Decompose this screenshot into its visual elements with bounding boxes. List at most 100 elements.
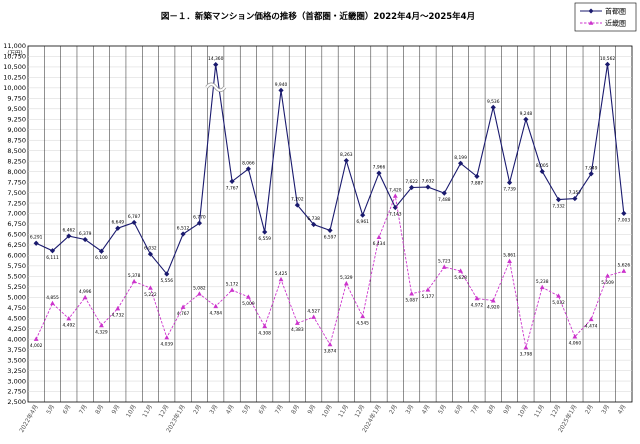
- data-point-series-2: [376, 234, 382, 240]
- y-tick-label: 2,750: [7, 388, 26, 396]
- data-point-series-1: [343, 158, 349, 164]
- data-label: 3,798: [520, 352, 533, 358]
- x-tick-label: 12月: [158, 404, 171, 419]
- x-tick-label: 8月: [94, 404, 105, 416]
- data-label: 6,559: [258, 236, 271, 242]
- x-tick-label: 4月: [617, 404, 628, 416]
- y-tick-label: 8,500: [7, 147, 26, 155]
- data-label: 5,723: [438, 259, 451, 265]
- data-label: 5,087: [405, 298, 418, 304]
- grid-lines: [27, 45, 633, 403]
- data-label: 5,861: [503, 253, 516, 259]
- plot-series: [33, 61, 627, 350]
- x-tick-label: 2月: [388, 404, 399, 416]
- data-point-series-1: [245, 166, 251, 172]
- y-tick-label: 9,000: [7, 126, 26, 134]
- x-tick-label: 5月: [241, 404, 252, 416]
- data-label: 5,628: [454, 275, 467, 281]
- data-label: 4,329: [95, 329, 108, 335]
- data-label: 4,039: [160, 342, 173, 348]
- y-tick-label: 5,750: [7, 262, 26, 270]
- data-point-series-1: [49, 248, 56, 254]
- y-tick-label: 4,500: [7, 314, 26, 322]
- data-point-series-2: [278, 276, 284, 282]
- data-label: 5,082: [193, 285, 206, 291]
- data-point-series-1: [115, 225, 121, 231]
- data-point-series-2: [33, 336, 39, 341]
- y-tick-label: 2,500: [7, 398, 26, 406]
- data-label: 7,632: [422, 179, 435, 185]
- y-tick-label: 7,500: [7, 189, 26, 197]
- data-point-series-2: [131, 278, 137, 284]
- data-label: 7,143: [389, 212, 402, 218]
- x-tick-label: 11月: [337, 404, 350, 419]
- data-point-series-2: [343, 280, 349, 286]
- x-tick-label: 8月: [290, 404, 301, 416]
- data-point-series-2: [66, 315, 72, 321]
- x-tick-label: 4月: [225, 404, 236, 416]
- data-point-series-1: [229, 178, 235, 185]
- data-label: 6,597: [324, 234, 337, 240]
- data-label: 5,626: [618, 263, 631, 269]
- data-point-series-2: [523, 345, 529, 350]
- data-point-series-1: [441, 190, 447, 196]
- data-point-series-1: [588, 171, 594, 177]
- data-point-series-2: [294, 320, 300, 325]
- data-point-series-2: [82, 294, 88, 300]
- legend-label: 近畿圏: [605, 19, 626, 28]
- data-label: 4,732: [111, 313, 124, 319]
- data-point-series-1: [474, 173, 480, 179]
- data-point-series-1: [457, 160, 464, 166]
- x-tick-label: 5月: [45, 404, 56, 416]
- x-tick-label: 3月: [600, 404, 611, 416]
- data-label: 9,536: [487, 99, 500, 105]
- data-label: 4,920: [487, 305, 500, 311]
- data-point-series-1: [180, 231, 186, 237]
- data-point-series-2: [50, 300, 55, 306]
- data-point-series-1: [490, 104, 496, 110]
- data-point-series-1: [98, 248, 105, 254]
- data-point-series-2: [180, 304, 186, 309]
- break-wave-inner: [205, 83, 226, 92]
- data-label: 4,474: [585, 323, 598, 329]
- x-tick-label: 2022年4月: [17, 403, 39, 434]
- data-point-series-1: [555, 197, 562, 203]
- data-point-series-1: [523, 116, 529, 122]
- x-tick-label: 9月: [111, 404, 122, 416]
- data-point-series-2: [229, 287, 235, 292]
- data-label: 5,378: [128, 273, 141, 279]
- y-tick-label: 11,000: [3, 42, 26, 50]
- x-tick-label: 7月: [78, 404, 89, 416]
- data-point-series-2: [474, 295, 480, 301]
- data-label: 7,767: [226, 185, 239, 191]
- data-point-series-1: [278, 87, 284, 93]
- data-label: 4,972: [471, 302, 484, 308]
- data-label: 4,383: [291, 327, 304, 333]
- data-point-series-2: [99, 322, 104, 328]
- data-label: 4,996: [79, 289, 92, 295]
- y-tick-label: 7,000: [7, 210, 26, 218]
- data-label: 5,509: [601, 280, 614, 286]
- data-label: 5,238: [536, 279, 549, 285]
- y-tick-label: 4,250: [7, 325, 26, 333]
- data-point-series-2: [311, 314, 317, 319]
- data-point-series-2: [490, 298, 496, 303]
- data-label: 4,767: [177, 311, 190, 317]
- data-label: 6,032: [144, 246, 157, 252]
- data-label: 4,527: [307, 309, 320, 315]
- data-label: 7,420: [389, 187, 402, 193]
- data-point-series-2: [572, 334, 578, 339]
- data-label: 5,556: [160, 278, 173, 284]
- data-point-series-2: [605, 273, 610, 278]
- x-tick-label: 6月: [62, 404, 73, 416]
- x-tick-label: 10月: [125, 404, 138, 419]
- data-point-series-1: [294, 202, 300, 208]
- data-label: 4,784: [209, 310, 222, 316]
- x-tick-label: 7月: [470, 404, 481, 416]
- data-label: 6,111: [46, 255, 59, 261]
- data-point-series-2: [164, 334, 170, 340]
- data-point-series-2: [392, 193, 398, 198]
- data-point-series-1: [539, 168, 545, 175]
- data-point-series-2: [539, 284, 545, 290]
